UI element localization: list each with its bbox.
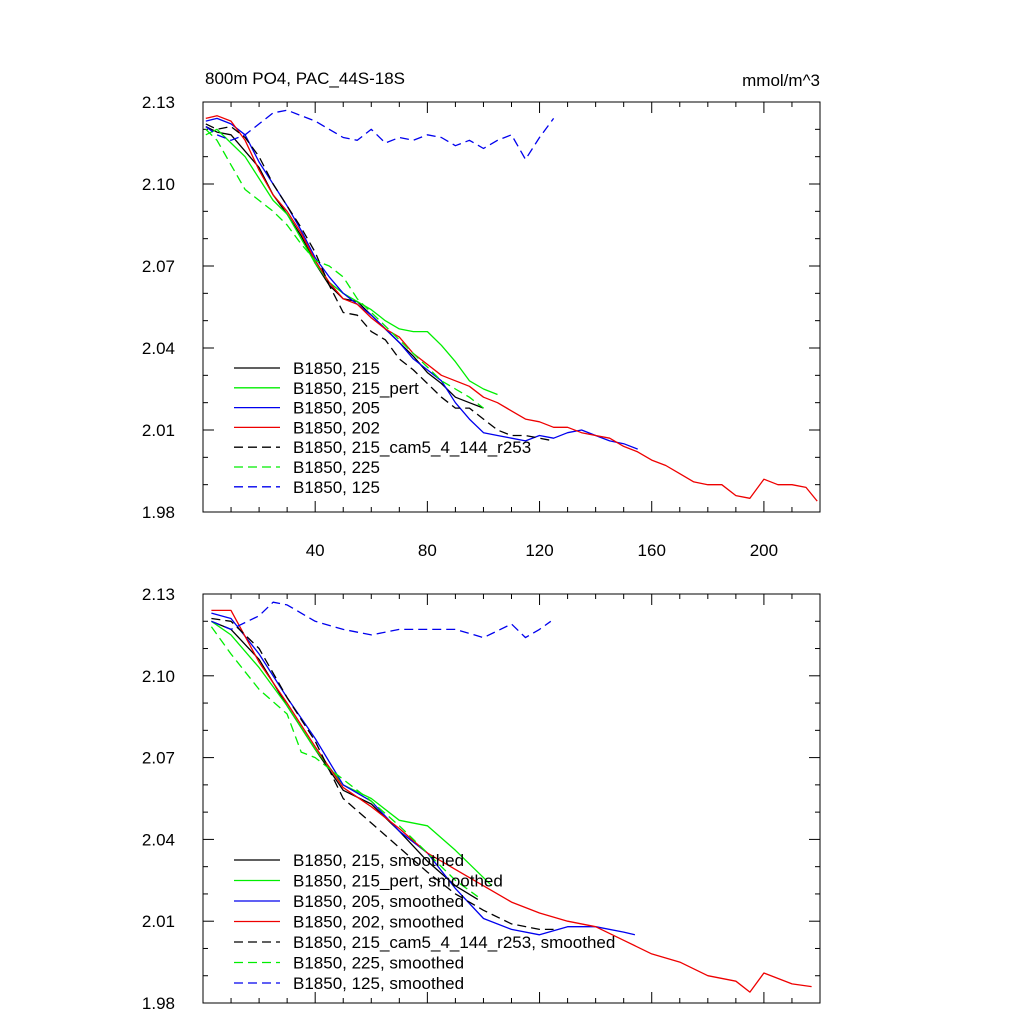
x-tick-label: 80 [418,541,437,560]
legend-label: B1850, 215, smoothed [293,851,464,870]
legend-label: B1850, 225, smoothed [293,954,464,973]
legend-label: B1850, 125 [293,478,380,497]
y-tick-label: 2.04 [142,830,175,849]
series-line [211,620,479,900]
y-tick-label: 1.98 [142,503,175,522]
legend-label: B1850, 205, smoothed [293,892,464,911]
y-tick-label: 2.01 [142,912,175,931]
series-line [205,115,818,502]
series-line [211,609,812,993]
y-tick-label: 2.07 [142,257,175,276]
legend-label: B1850, 202 [293,418,380,437]
series-line [211,620,493,887]
series-line [211,601,552,639]
series-line [205,128,484,409]
y-tick-label: 2.10 [142,667,175,686]
series-line [205,128,498,396]
x-tick-label: 120 [525,541,553,560]
y-tick-label: 2.10 [142,175,175,194]
series-line [205,123,554,442]
legend-label: B1850, 225 [293,458,380,477]
x-tick-label: 160 [638,541,666,560]
series-line [205,109,555,161]
legend-label: B1850, 215_cam5_4_144_r253, smoothed [293,933,615,952]
x-tick-label: 40 [306,541,325,560]
legend-label: B1850, 202, smoothed [293,913,464,932]
series-line [210,626,479,898]
y-tick-label: 2.07 [142,749,175,768]
x-tick-label: 200 [750,541,778,560]
y-tick-label: 2.04 [142,339,175,358]
y-tick-label: 2.13 [142,585,175,604]
legend-label: B1850, 215_pert [293,379,419,398]
legend-label: B1850, 215_cam5_4_144_r253 [293,438,531,457]
chart-title: 800m PO4, PAC_44S-18S [205,69,405,88]
series-line [205,117,638,450]
legend-label: B1850, 125, smoothed [293,974,464,993]
legend-label: B1850, 215 [293,359,380,378]
legend-label: B1850, 215_pert, smoothed [293,872,503,891]
y-tick-label: 1.98 [142,994,175,1013]
y-tick-label: 2.13 [142,93,175,112]
series-line [211,617,554,931]
legend-label: B1850, 205 [293,399,380,418]
y-tick-label: 2.01 [142,421,175,440]
chart-units-label: mmol/m^3 [742,71,820,90]
